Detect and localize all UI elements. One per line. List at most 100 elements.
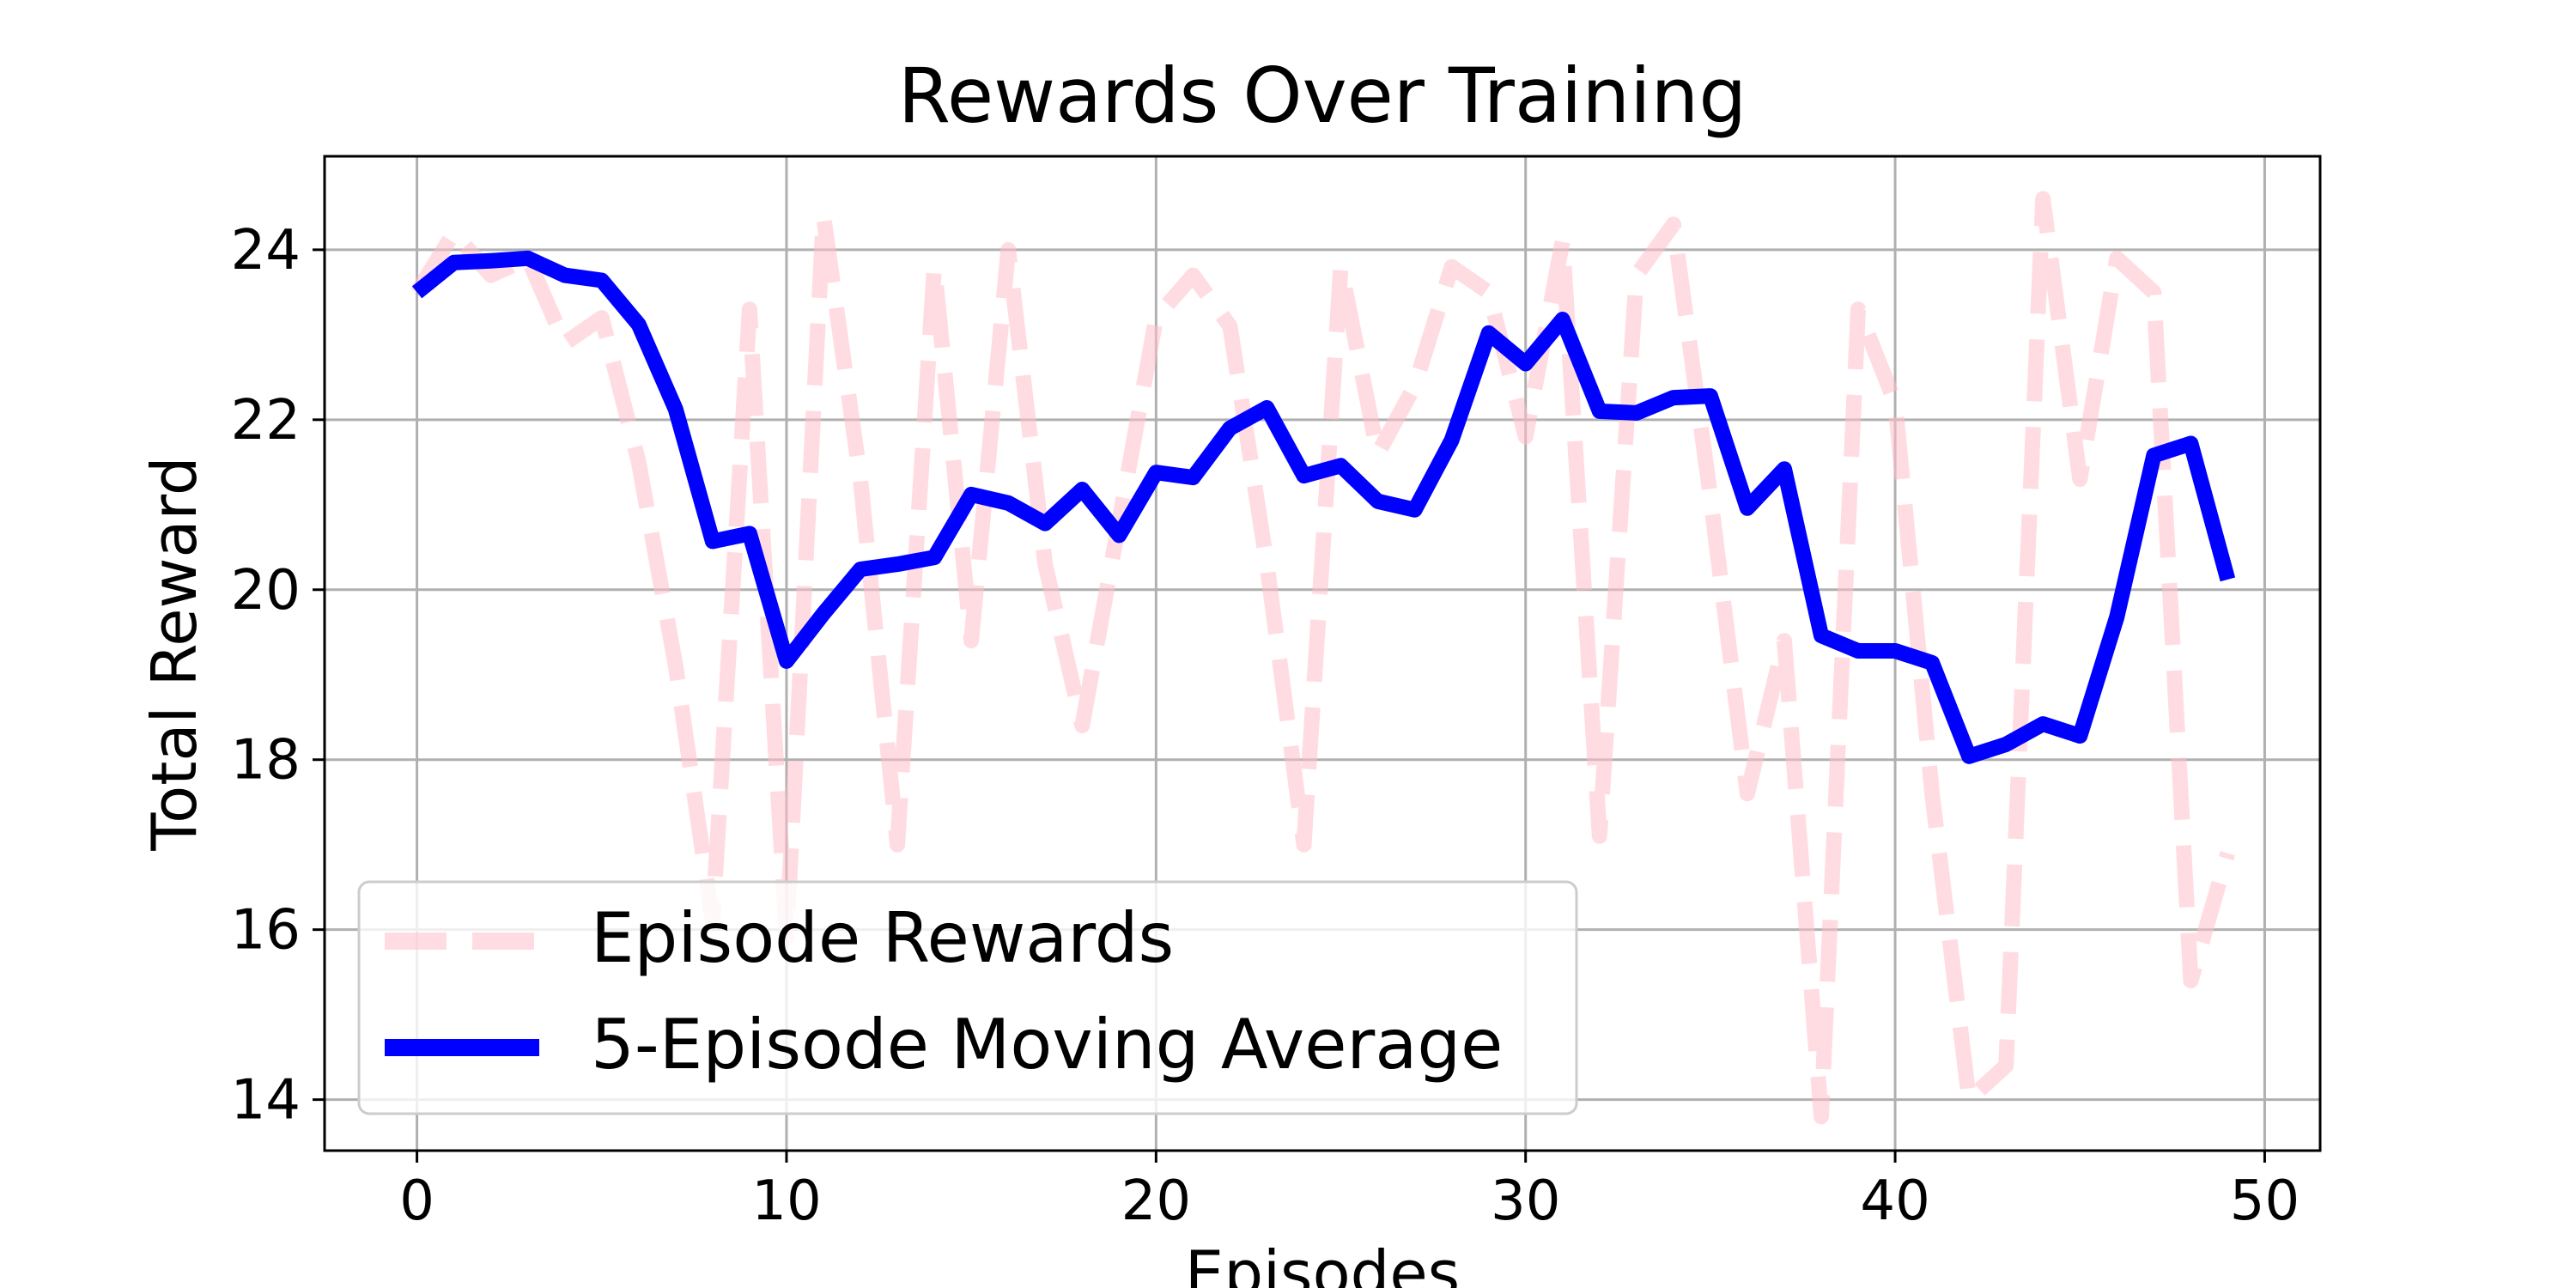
data-point [1007,502,1009,504]
data-point [1525,436,1527,438]
y-tick-label: 16 [231,899,301,963]
data-point [2042,723,2044,725]
x-tick-label: 40 [1860,1170,1929,1233]
data-point [823,215,824,216]
data-point [2190,980,2191,981]
data-point [675,665,677,667]
chart-title: Rewards Over Training [898,52,1747,140]
data-point [2153,291,2154,293]
data-point [2005,1065,2007,1066]
data-point [1044,563,1046,565]
data-point [1783,468,1785,470]
y-tick-label: 20 [231,559,301,623]
data-point [1820,635,1822,636]
x-tick-label: 10 [751,1170,821,1233]
data-point [416,291,418,293]
data-point [1857,308,1859,310]
data-point [749,532,750,534]
data-point [1007,249,1009,251]
data-point [712,540,714,542]
data-point [1673,397,1674,398]
data-point [1710,495,1711,497]
data-point [527,258,529,259]
axis-ticks: 0 10 20 30 40 50 14 16 18 20 22 24 [231,219,2300,1233]
data-point [1747,793,1748,794]
data-point [1377,453,1379,454]
data-point [1377,501,1379,502]
x-tick-label: 30 [1491,1170,1560,1233]
data-point [1192,477,1194,478]
legend: Episode Rewards 5-Episode Moving Average [357,880,1578,1115]
data-point [2005,744,2007,745]
data-point [1155,471,1157,473]
data-point [933,266,935,268]
data-point [2079,478,2081,480]
data-point [2153,454,2154,456]
episode-rewards-line [410,191,2236,1125]
data-point [2116,616,2117,617]
data-point [453,232,455,234]
data-point [1857,650,1859,652]
x-tick-label: 20 [1121,1170,1191,1233]
y-tick-label: 18 [231,729,301,793]
data-point [2190,443,2191,445]
x-tick-label: 0 [399,1170,434,1233]
data-point [970,494,972,495]
data-point [2116,258,2117,259]
data-point [2079,735,2081,737]
data-point [1414,509,1416,511]
data-point [490,260,492,262]
data-point [860,478,861,480]
data-point [896,844,898,846]
data-point [1451,266,1453,268]
data-point [1562,319,1564,320]
data-point [1599,410,1601,412]
data-point [1451,440,1453,441]
data-point [1747,507,1748,509]
data-point [675,409,677,410]
data-point [786,660,787,662]
data-point [1783,640,1785,641]
data-point [1155,317,1157,319]
data-point [1968,756,1970,757]
data-point [1488,332,1490,334]
data-point [933,556,935,558]
data-point [601,317,603,319]
data-point [1562,240,1564,242]
data-point [1081,489,1083,490]
legend-label-episode-rewards: Episode Rewards [591,898,1174,978]
data-point [1820,1115,1822,1117]
data-point [1044,523,1046,525]
data-point [1340,465,1342,466]
data-point [638,461,640,463]
data-point [970,640,972,641]
data-point [1229,325,1230,327]
series-lines [410,191,2236,1125]
y-tick-label: 14 [231,1069,301,1133]
data-point [564,275,566,276]
moving-average-line [411,250,2236,764]
data-point [1894,402,1896,404]
data-point [1636,275,1637,276]
data-point [1303,475,1304,477]
data-point [1118,534,1120,536]
data-point [1894,650,1896,652]
data-point [1414,385,1416,386]
data-point [1931,662,1933,664]
data-point [1266,407,1267,409]
legend-label-moving-average: 5-Episode Moving Average [591,1005,1503,1084]
data-point [453,262,455,264]
data-point [1968,1099,1970,1101]
data-point [1488,291,1490,293]
data-point [1303,844,1304,846]
data-point [860,568,861,570]
data-point [1636,412,1637,414]
data-point [1673,223,1674,225]
data-point [601,280,603,282]
y-axis-label: Total Reward [138,456,210,851]
data-point [1525,362,1527,364]
y-tick-label: 24 [231,219,301,283]
data-point [2042,197,2044,199]
data-point [1192,275,1194,276]
